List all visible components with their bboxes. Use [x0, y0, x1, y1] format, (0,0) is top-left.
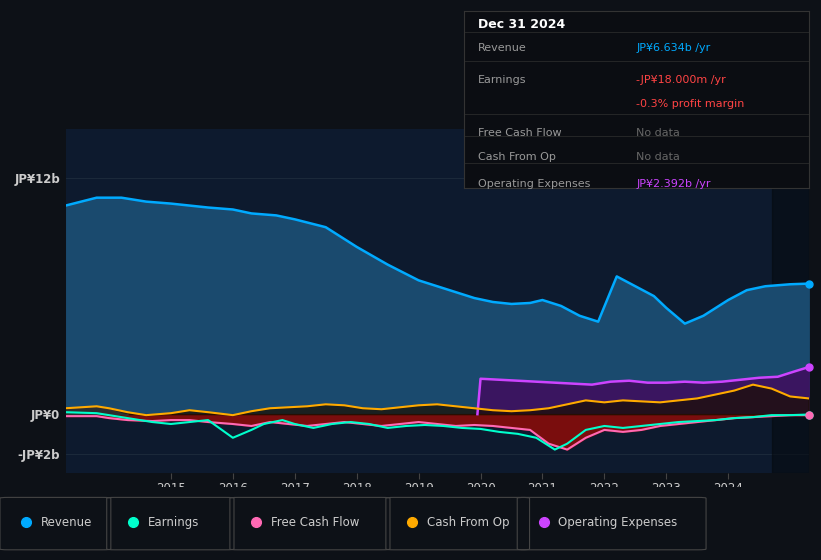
Text: Operating Expenses: Operating Expenses — [478, 179, 590, 189]
Text: Operating Expenses: Operating Expenses — [558, 516, 677, 529]
Text: Earnings: Earnings — [148, 516, 200, 529]
Text: Revenue: Revenue — [478, 43, 526, 53]
Text: Free Cash Flow: Free Cash Flow — [478, 128, 562, 138]
Text: JP¥6.634b /yr: JP¥6.634b /yr — [636, 43, 710, 53]
Text: -0.3% profit margin: -0.3% profit margin — [636, 100, 745, 109]
Text: Revenue: Revenue — [41, 516, 93, 529]
Text: No data: No data — [636, 128, 680, 138]
Text: Dec 31 2024: Dec 31 2024 — [478, 18, 565, 31]
Text: No data: No data — [636, 152, 680, 162]
Bar — [772, 129, 809, 473]
Text: Free Cash Flow: Free Cash Flow — [271, 516, 360, 529]
Text: Earnings: Earnings — [478, 74, 526, 85]
Text: Cash From Op: Cash From Op — [478, 152, 556, 162]
Text: JP¥2.392b /yr: JP¥2.392b /yr — [636, 179, 711, 189]
Text: -JP¥18.000m /yr: -JP¥18.000m /yr — [636, 74, 726, 85]
Text: Cash From Op: Cash From Op — [427, 516, 509, 529]
